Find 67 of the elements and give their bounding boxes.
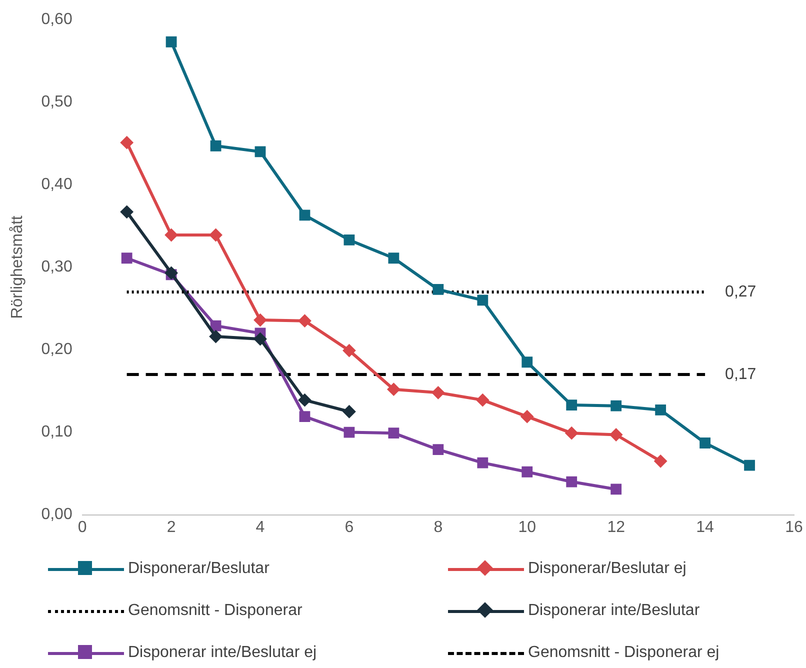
point <box>210 140 222 152</box>
point <box>209 228 222 242</box>
legend-label: Genomsnitt - Disponerar ej <box>528 644 720 662</box>
data-label: 0,27 <box>725 283 756 300</box>
point <box>744 460 755 471</box>
y-tick-label: 0,50 <box>41 94 72 111</box>
point <box>610 484 622 495</box>
x-tick-label: 2 <box>166 518 176 536</box>
point <box>209 330 222 344</box>
point <box>164 266 178 280</box>
point <box>387 382 400 396</box>
point <box>254 332 267 346</box>
point <box>342 405 356 418</box>
y-tick-label: 0,00 <box>41 506 72 524</box>
legend-label: Disponerar/Beslutar ej <box>528 560 686 578</box>
legend-label: Disponerar/Beslutar <box>128 560 270 578</box>
data-label: 0,17 <box>725 366 756 383</box>
point <box>344 234 355 246</box>
legend-label: Disponerar inte/Beslutar ej <box>128 644 317 662</box>
point <box>120 205 134 218</box>
point <box>610 400 622 412</box>
legend-label: Disponerar inte/Beslutar <box>528 602 700 620</box>
point <box>520 410 534 424</box>
point <box>432 386 445 400</box>
point <box>164 228 178 242</box>
x-tick-label: 6 <box>344 518 354 536</box>
x-tick-label: 12 <box>607 518 626 536</box>
point <box>121 252 132 264</box>
point <box>254 146 266 158</box>
legend-label: Genomsnitt - Disponerar <box>128 602 302 620</box>
y-axis-title: Rörlighetsmått <box>9 215 26 319</box>
y-tick-label: 0,60 <box>41 11 72 28</box>
point <box>298 314 312 328</box>
x-tick-label: 8 <box>434 518 443 536</box>
point <box>477 457 488 468</box>
point <box>476 394 490 407</box>
point <box>700 438 710 448</box>
y-tick-label: 0,10 <box>41 424 72 441</box>
point <box>432 444 444 456</box>
x-tick-label: 10 <box>518 518 536 536</box>
x-tick-label: 16 <box>785 518 803 536</box>
point <box>566 400 578 410</box>
x-tick-label: 4 <box>256 518 265 536</box>
point <box>477 294 488 306</box>
x-tick-label: 14 <box>696 518 714 536</box>
point <box>522 466 533 478</box>
point <box>342 344 356 358</box>
point <box>565 426 578 440</box>
point <box>388 252 400 264</box>
point <box>654 454 668 468</box>
point <box>298 394 312 407</box>
x-tick-label: 0 <box>78 518 87 536</box>
point <box>299 210 310 221</box>
y-tick-label: 0,20 <box>41 341 72 358</box>
point <box>388 428 400 439</box>
point <box>254 314 267 327</box>
y-tick-label: 0,40 <box>41 176 72 194</box>
point <box>432 284 444 295</box>
point <box>522 356 533 368</box>
point <box>166 36 177 48</box>
point <box>655 404 666 416</box>
point <box>566 476 578 488</box>
point <box>299 411 310 422</box>
point <box>120 136 134 150</box>
y-tick-label: 0,30 <box>41 258 72 276</box>
point <box>344 426 355 438</box>
point <box>610 428 623 442</box>
